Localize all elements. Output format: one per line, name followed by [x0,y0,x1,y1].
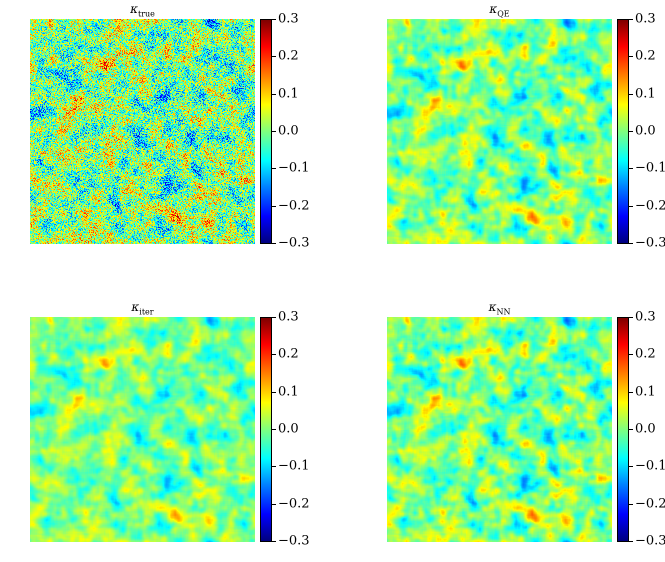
panel-title: κiter [131,300,154,317]
colorbar-tick-label: 0.1 [278,86,299,102]
panel-title: κNN [488,300,511,317]
colorbar-tick-label: 0.3 [278,11,299,27]
colorbar-tick-label: −0.3 [278,235,310,251]
colorbar [617,19,629,244]
colorbar [617,317,629,542]
colorbar-tick [272,354,276,356]
colorbar-tick-label: −0.3 [635,235,665,251]
colorbar-tick [629,317,633,318]
panel-title: κtrue [130,2,155,19]
heatmap-kappa-true [30,19,255,244]
colorbar-tick [272,205,276,207]
colorbar-tick-label: −0.2 [278,496,310,512]
colorbar-tick-label: 0.3 [635,309,656,325]
colorbar-tick [629,56,633,58]
colorbar-tick [629,429,633,430]
colorbar-tick [272,131,276,132]
colorbar-tick [629,93,633,95]
colorbar-tick [272,19,276,20]
colorbar-tick-label: 0.0 [278,421,299,437]
colorbar-tick [272,541,276,542]
colorbar-tick-label: −0.1 [635,160,665,176]
colorbar-tick-label: −0.3 [278,533,310,549]
colorbar-tick-label: −0.1 [635,458,665,474]
colorbar [260,317,272,542]
colorbar-tick [272,56,276,58]
colorbar-tick-label: −0.1 [278,458,310,474]
colorbar-tick [629,391,633,393]
colorbar-tick [629,354,633,356]
heatmap-kappa-iter [30,317,255,542]
colorbar-tick-label: 0.1 [635,86,656,102]
colorbar-tick-label: 0.0 [635,123,656,139]
colorbar-tick [629,168,633,170]
colorbar-tick [629,205,633,207]
colorbar-tick-label: 0.2 [635,346,656,362]
colorbar-tick-label: −0.2 [278,198,310,214]
colorbar-tick [272,391,276,393]
colorbar-tick-label: 0.1 [635,384,656,400]
colorbar-tick-label: 0.3 [278,309,299,325]
colorbar-tick-label: 0.0 [278,123,299,139]
colorbar-tick [272,243,276,244]
colorbar-tick [272,317,276,318]
colorbar-tick [629,19,633,20]
heatmap-kappa-nn [387,317,612,542]
colorbar-tick [629,503,633,505]
colorbar-tick [272,503,276,505]
colorbar-tick-label: 0.0 [635,421,656,437]
colorbar-tick [629,243,633,244]
colorbar-tick [629,541,633,542]
colorbar-tick [272,168,276,170]
colorbar-tick-label: −0.2 [635,496,665,512]
colorbar [260,19,272,244]
colorbar-tick [629,466,633,468]
colorbar-tick-label: −0.2 [635,198,665,214]
panel-title: κQE [489,2,510,19]
heatmap-kappa-qe [387,19,612,244]
colorbar-tick-label: 0.2 [278,48,299,64]
colorbar-tick [629,131,633,132]
colorbar-tick-label: −0.3 [635,533,665,549]
colorbar-tick [272,466,276,468]
colorbar-tick [272,93,276,95]
colorbar-tick-label: 0.1 [278,384,299,400]
colorbar-tick-label: 0.2 [635,48,656,64]
colorbar-tick [272,429,276,430]
colorbar-tick-label: 0.3 [635,11,656,27]
colorbar-tick-label: −0.1 [278,160,310,176]
colorbar-tick-label: 0.2 [278,346,299,362]
